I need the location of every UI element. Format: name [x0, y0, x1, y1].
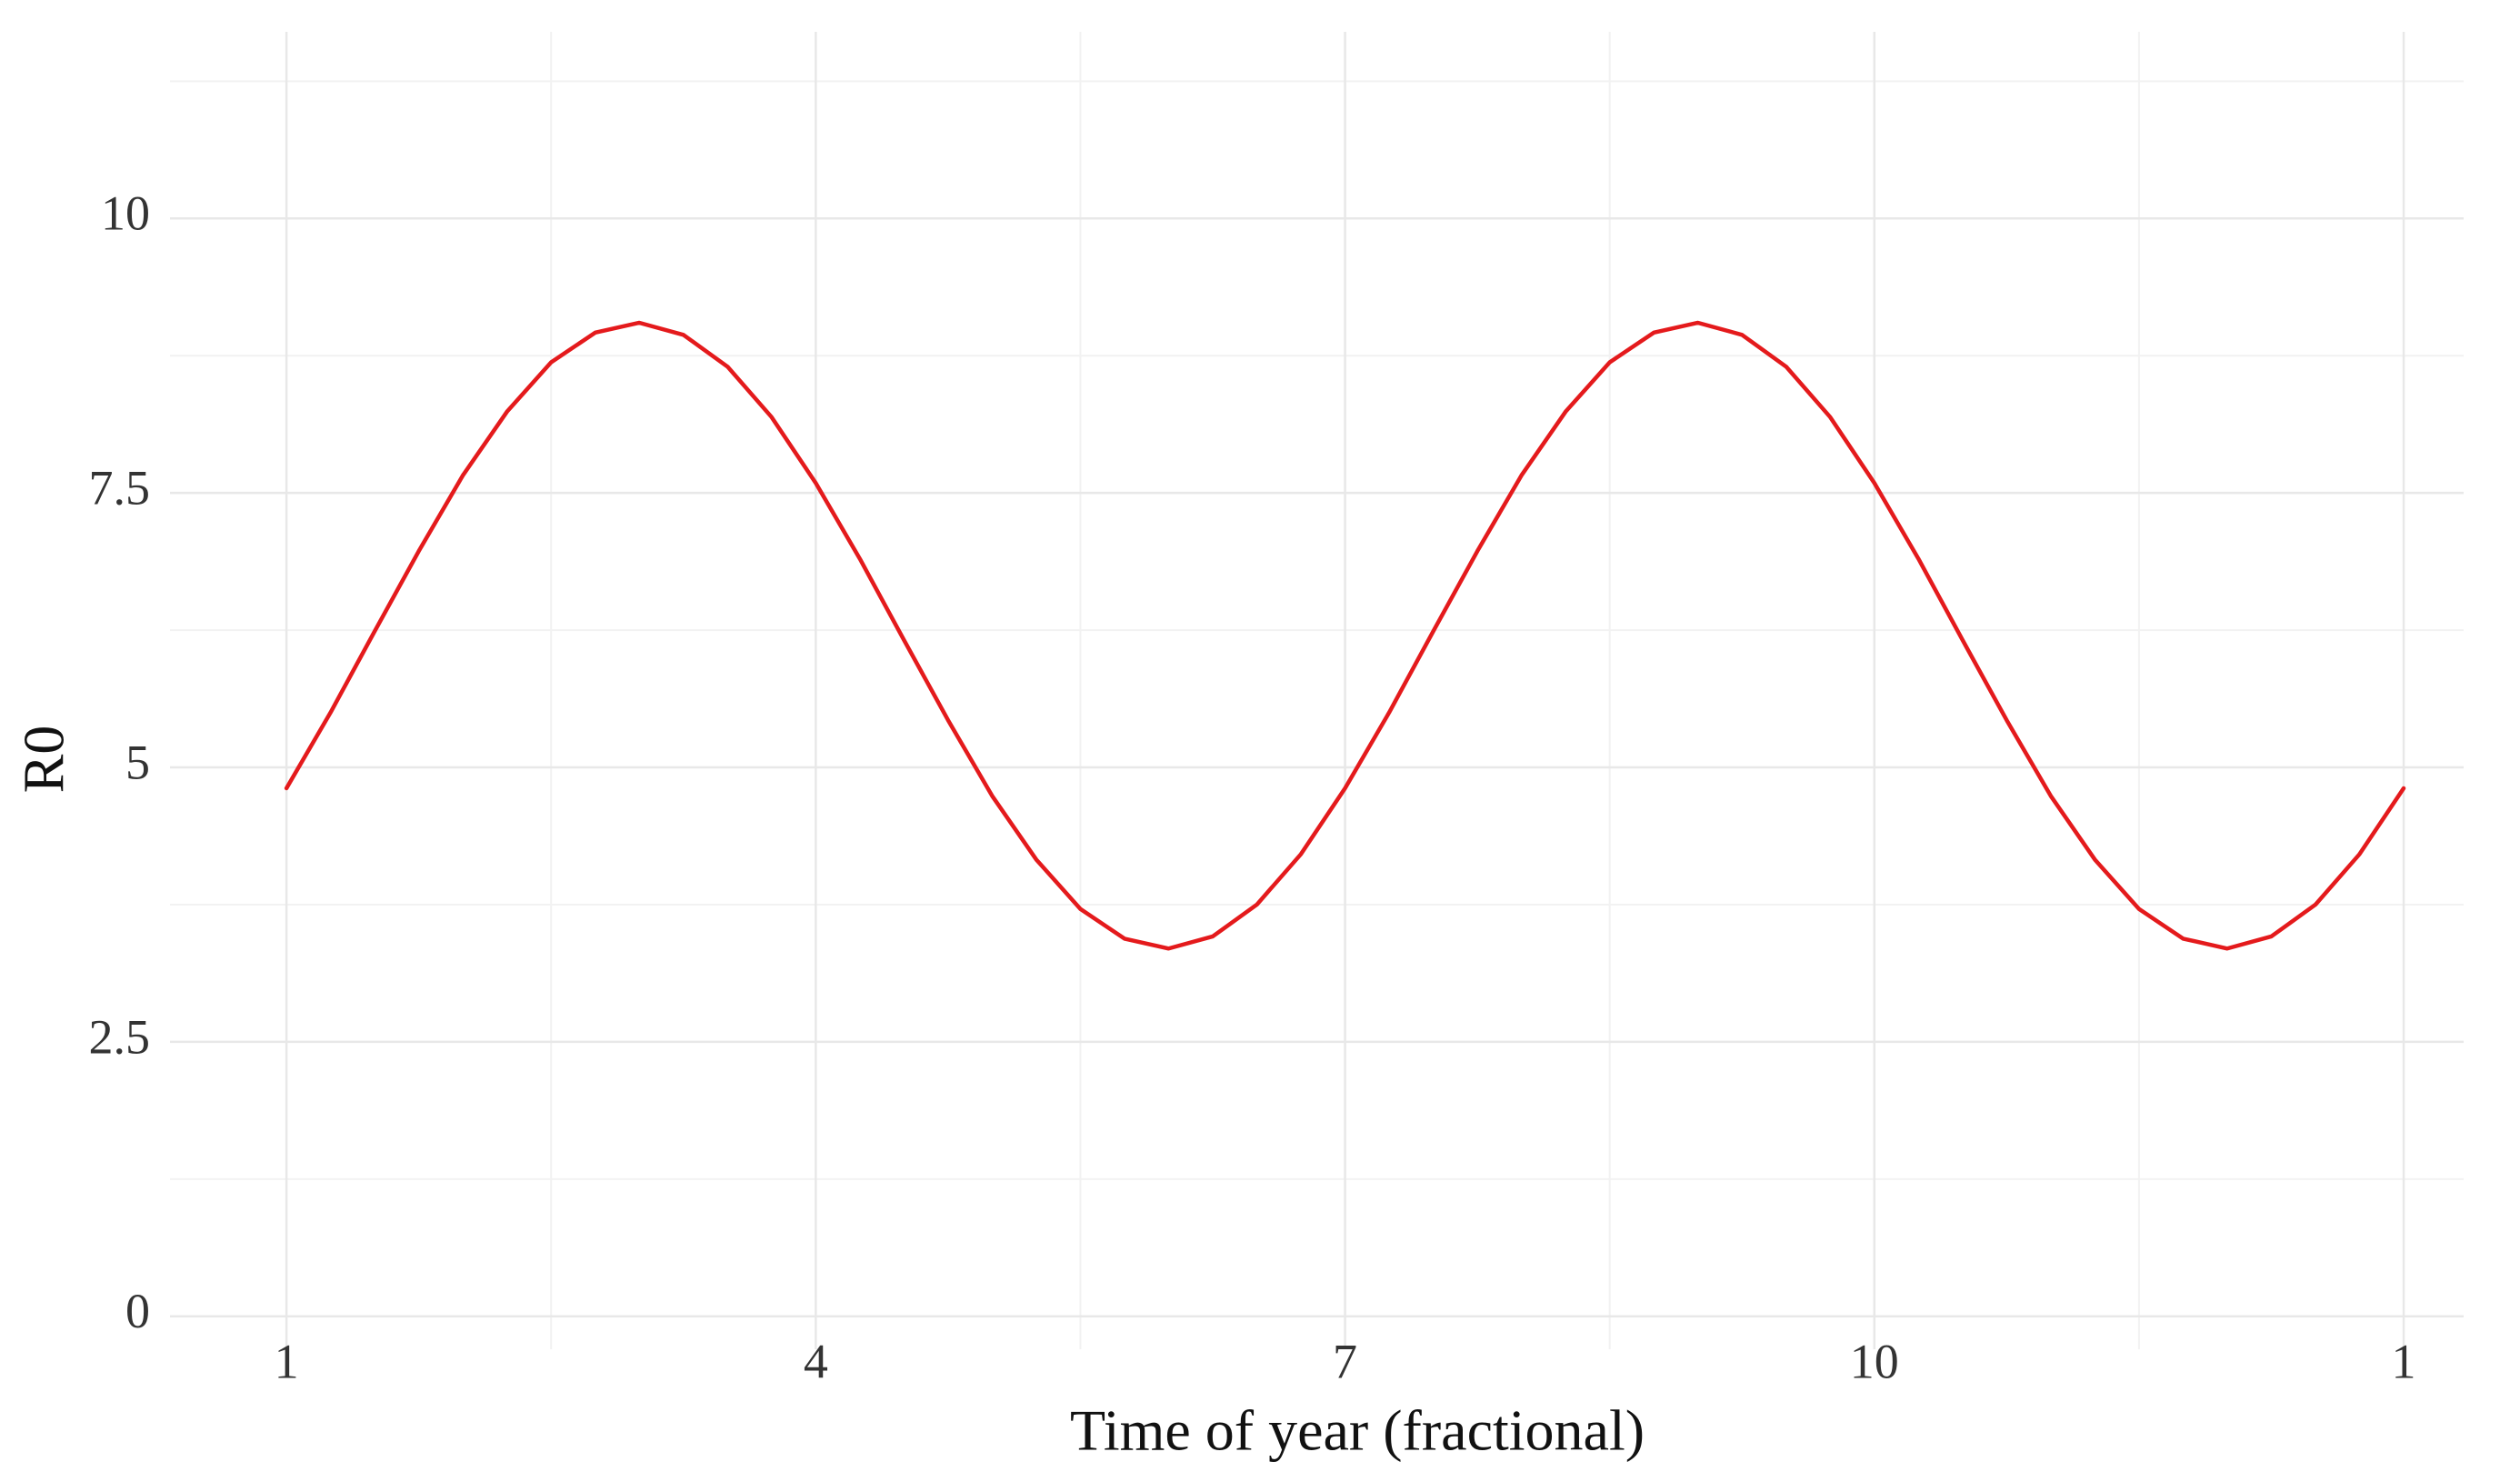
x-tick-label: 10 [1850, 1334, 1899, 1388]
y-tick-label: 7.5 [89, 461, 151, 516]
y-tick-label: 5 [125, 735, 150, 789]
y-tick-label: 2.5 [89, 1009, 151, 1064]
x-tick-label: 1 [2392, 1334, 2416, 1388]
y-tick-label: 10 [101, 186, 150, 241]
plot-marks [284, 320, 2406, 951]
line-series [284, 320, 2406, 951]
x-tick-label: 7 [1333, 1334, 1357, 1388]
grid [170, 32, 2464, 1349]
x-axis-title: Time of year (fractional) [1070, 1398, 1645, 1463]
y-axis-title: R0 [12, 726, 76, 794]
x-tick-label: 1 [275, 1334, 299, 1388]
y-tick-label: 0 [125, 1284, 150, 1338]
x-tick-label: 4 [804, 1334, 828, 1388]
